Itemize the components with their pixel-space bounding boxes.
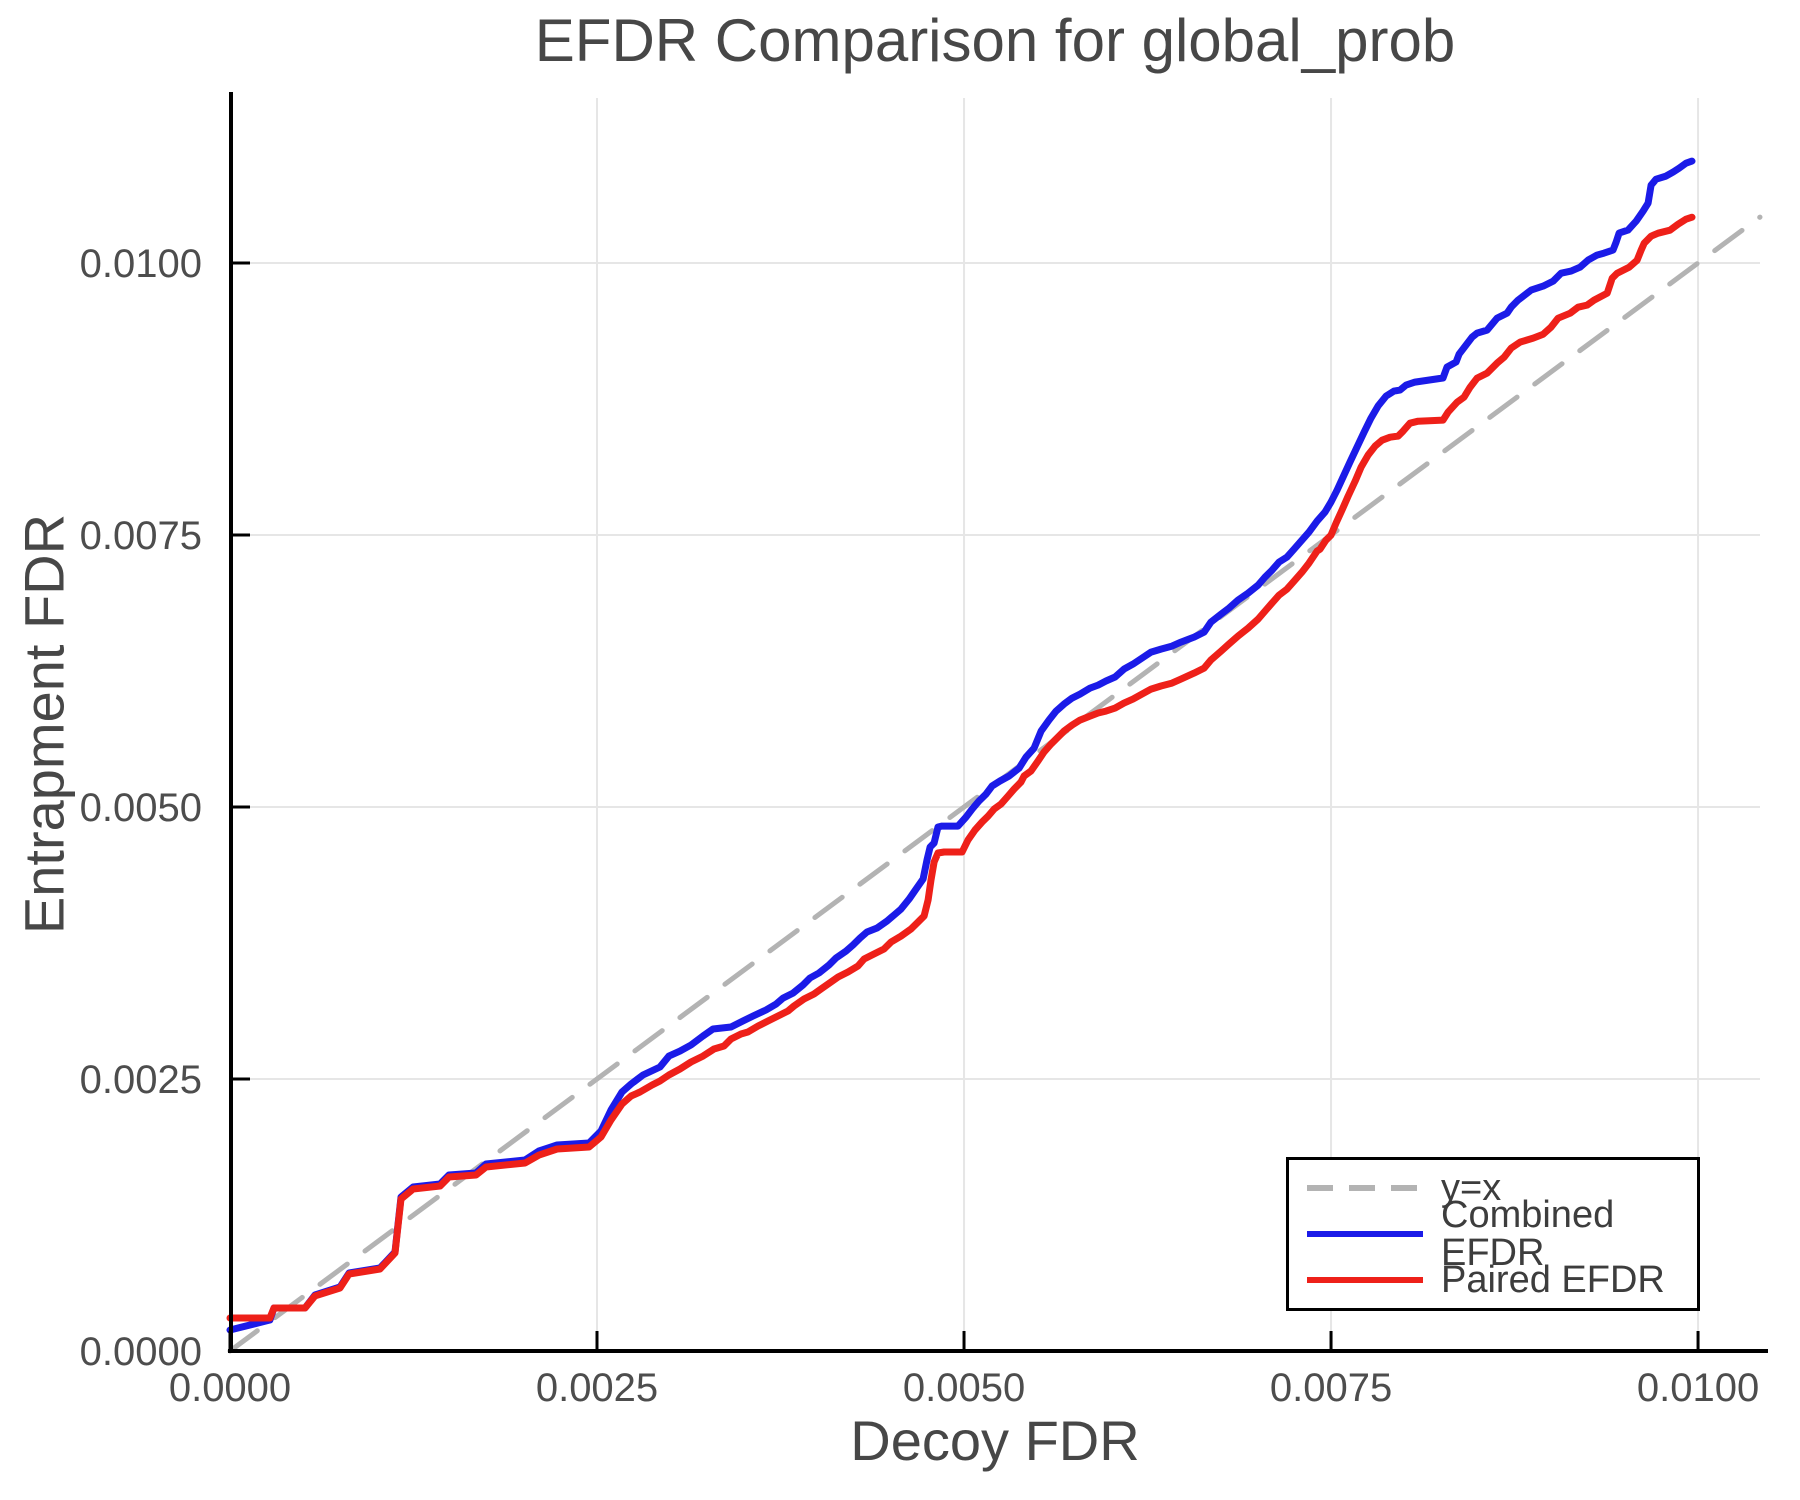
legend: y=x Combined EFDR Paired EFDR [1286, 1157, 1700, 1311]
x-tick-label: 0.0025 [536, 1366, 658, 1410]
series-line-combined-efdr [226, 157, 1696, 1334]
y-tick-label: 0.0075 [80, 514, 202, 558]
x-axis-label: Decoy FDR [850, 1409, 1140, 1472]
y-tick-label: 0.0000 [80, 1330, 202, 1374]
y-tick-label: 0.0025 [80, 1058, 202, 1102]
legend-item-paired-efdr: Paired EFDR [1305, 1259, 1697, 1301]
y-tick-label: 0.0100 [80, 242, 202, 286]
x-tick-label: 0.0100 [1637, 1366, 1759, 1410]
legend-line-sample [1307, 1185, 1423, 1191]
legend-item-combined-efdr: Combined EFDR [1305, 1196, 1697, 1272]
legend-line-sample [1307, 1277, 1423, 1283]
legend-label: y=x [1441, 1167, 1502, 1209]
x-tick-label: 0.0075 [1270, 1366, 1392, 1410]
y-axis-label: Entrapment FDR [12, 513, 76, 935]
legend-label: Combined EFDR [1441, 1194, 1615, 1274]
chart-title: EFDR Comparison for global_prob [534, 7, 1456, 74]
series-line-paired-efdr [226, 213, 1696, 1322]
y-tick-label: 0.0050 [80, 786, 202, 830]
legend-label: Paired EFDR [1441, 1259, 1665, 1301]
x-tick-label: 0.0050 [903, 1366, 1025, 1410]
legend-line-sample [1307, 1231, 1423, 1237]
legend-item-y-x: y=x [1305, 1167, 1697, 1209]
x-tick-label: 0.0000 [169, 1366, 291, 1410]
